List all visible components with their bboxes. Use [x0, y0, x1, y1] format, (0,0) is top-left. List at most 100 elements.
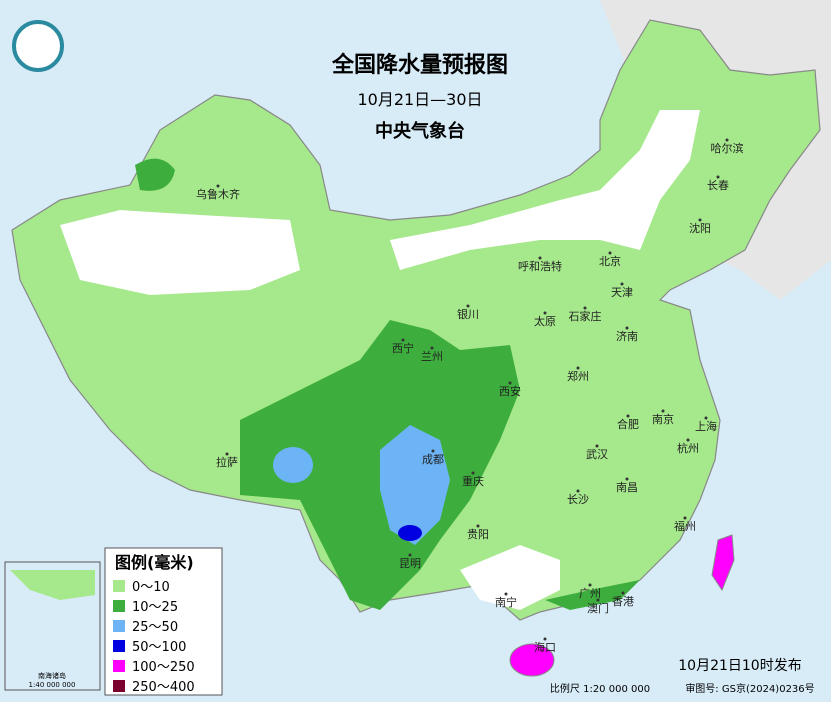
rain-area — [273, 447, 313, 483]
city-dot — [625, 477, 629, 481]
published: 10月21日10时发布 — [678, 658, 801, 674]
legend-swatch — [113, 620, 125, 632]
city-label: 成都 — [422, 453, 444, 466]
rain-area — [545, 580, 640, 610]
legend: 0～10 10～25 25～50 50～100 100～250 250～400 — [113, 580, 195, 695]
city-label: 海口 — [534, 640, 556, 654]
city-dot — [576, 366, 580, 370]
legend-swatch — [113, 580, 125, 592]
city-dot — [725, 138, 729, 142]
city-dot — [626, 414, 630, 418]
rain-area — [380, 425, 450, 545]
city-label: 石家庄 — [569, 309, 602, 323]
rain-area — [398, 525, 422, 541]
legend-label: 25～50 — [132, 620, 178, 635]
city-label: 哈尔滨 — [711, 141, 744, 155]
city-label: 西安 — [499, 384, 521, 398]
city-label: 济南 — [616, 329, 638, 343]
city-label: 杭州 — [677, 441, 699, 455]
city-label: 重庆 — [462, 474, 484, 488]
map-scale: 比例尺 1:20 000 000 — [550, 682, 650, 695]
rain-area — [135, 158, 175, 191]
inset-land — [10, 570, 95, 600]
city-label: 长沙 — [567, 493, 589, 506]
issuer: 中央气象台 — [375, 120, 465, 142]
date-range: 10月21日—30日 — [357, 90, 482, 109]
inset-scale: 1:40 000 000 — [29, 681, 76, 689]
hainan — [509, 643, 555, 677]
city-label: 兰州 — [421, 350, 443, 363]
city-dot — [583, 306, 587, 310]
city-label: 西宁 — [392, 341, 414, 355]
city-label: 南京 — [652, 412, 674, 426]
city-dot — [716, 175, 720, 179]
city-dot — [471, 471, 475, 475]
legend-swatch — [113, 640, 125, 652]
city-label: 香港 — [612, 595, 634, 608]
city-dot — [621, 591, 625, 595]
taiwan — [711, 534, 735, 592]
city-label: 拉萨 — [216, 455, 238, 469]
city-dot — [543, 637, 547, 641]
city-dot — [620, 282, 624, 286]
legend-label: 50～100 — [132, 640, 186, 655]
legend-swatch — [113, 660, 125, 672]
city-dot — [430, 346, 434, 350]
city-label: 北京 — [599, 254, 621, 268]
city-label: 合肥 — [617, 417, 639, 431]
dry-area — [390, 110, 700, 270]
legend-label: 250～400 — [132, 680, 195, 695]
city-label: 昆明 — [399, 557, 421, 570]
title: 全国降水量预报图 — [331, 52, 508, 78]
dry-area — [60, 210, 300, 295]
city-dot — [704, 416, 708, 420]
city-dot — [408, 553, 412, 557]
city-dot — [543, 311, 547, 315]
city-label: 乌鲁木齐 — [196, 187, 240, 201]
city-label: 太原 — [534, 315, 556, 328]
city-dot — [698, 218, 702, 222]
city-dot — [595, 444, 599, 448]
city-label: 天津 — [611, 286, 633, 299]
city-dot — [625, 326, 629, 330]
legend-swatch — [113, 680, 125, 692]
legend-label: 0～10 — [132, 580, 170, 595]
city-dot — [225, 452, 229, 456]
city-dot — [686, 438, 690, 442]
legend-label: 10～25 — [132, 600, 178, 615]
dry-area — [460, 545, 560, 610]
city-dot — [596, 598, 600, 602]
city-dot — [683, 516, 687, 520]
city-label: 郑州 — [567, 369, 589, 383]
city-label: 上海 — [695, 419, 717, 433]
city-dot — [431, 449, 435, 453]
city-dot — [466, 304, 470, 308]
inset-label: 南海诸岛 — [38, 671, 66, 680]
city-label: 南昌 — [616, 481, 638, 494]
city-label: 福州 — [674, 519, 696, 533]
legend-swatch — [113, 600, 125, 612]
legend-label: 100～250 — [132, 660, 195, 675]
review-number: 审图号: GS京(2024)0236号 — [685, 682, 814, 695]
city-label: 银川 — [457, 307, 479, 321]
city-label: 武汉 — [586, 448, 608, 461]
city-dot — [401, 338, 405, 342]
city-dot — [216, 184, 220, 188]
city-dot — [608, 251, 612, 255]
city-dot — [588, 583, 592, 587]
city-dot — [508, 381, 512, 385]
city-label: 长春 — [707, 179, 729, 192]
city-dot — [661, 409, 665, 413]
city-label: 广州 — [579, 587, 601, 600]
city-label: 南宁 — [495, 595, 517, 609]
city-label: 沈阳 — [689, 221, 711, 235]
city-label: 澳门 — [587, 601, 609, 615]
city-dot — [476, 524, 480, 528]
china-land — [11, 19, 821, 621]
city-label: 贵阳 — [467, 528, 489, 541]
city-dot — [538, 256, 542, 260]
legend-title: 图例(毫米) — [115, 553, 194, 572]
city-label: 呼和浩特 — [518, 259, 562, 273]
